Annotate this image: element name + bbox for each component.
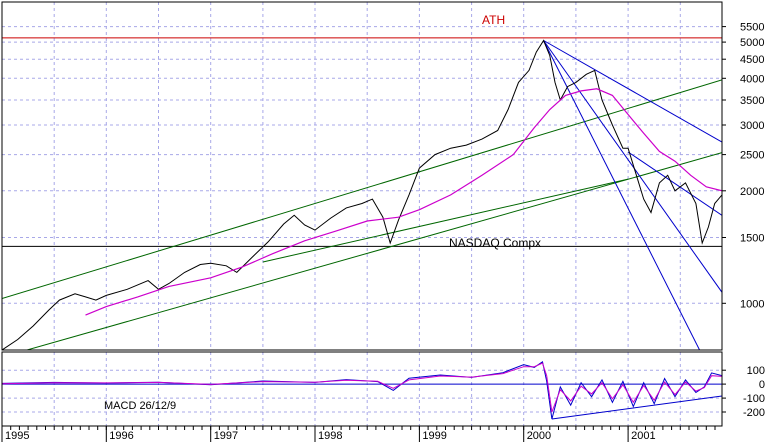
x-tick-label: 1995 [5,430,29,442]
macd-y-tick-label: 0 [759,379,765,391]
y-tick-label: 1000 [740,298,764,310]
channel-middle [25,152,722,350]
macd-title: MACD 26/12/9 [104,400,176,412]
macd-y-tick-label: -200 [743,407,765,419]
x-tick-label: 1997 [214,430,238,442]
x-tick-label: 2001 [631,430,655,442]
macd-y-tick-label: 100 [747,365,765,377]
x-tick-label: 1996 [109,430,133,442]
macd-y-tick-label: -100 [743,393,765,405]
x-tick-label: 1999 [422,430,446,442]
x-tick-label: 1998 [318,430,342,442]
down-shallow [543,40,722,143]
y-tick-label: 3000 [740,120,764,132]
macd-lines [2,360,722,420]
channel-upper [2,79,722,299]
price-lines [2,39,722,350]
x-tick-label: 2000 [527,430,551,442]
price-series [2,39,722,350]
y-tick-label: 1500 [740,233,764,245]
price-frame [1,1,723,351]
y-tick-label: 5000 [740,37,764,49]
down-mid [543,40,722,293]
price-panel [2,2,722,350]
macd-trend [551,395,722,420]
y-tick-label: 4500 [740,54,764,66]
name-annotation: NASDAQ Compx [449,236,541,250]
y-tick-label: 2500 [740,150,764,162]
down-short [627,151,722,216]
channel-lower [262,178,629,263]
y-tick-label: 3500 [740,95,764,107]
y-tick-label: 2000 [740,186,764,198]
ath-annotation: ATH [482,13,505,27]
y-tick-label: 4000 [740,73,764,85]
macd-panel [2,352,722,426]
down-steep [543,40,701,350]
moving-average-series [85,88,722,316]
macd-signal-series [2,362,722,413]
y-tick-label: 5500 [740,22,764,34]
